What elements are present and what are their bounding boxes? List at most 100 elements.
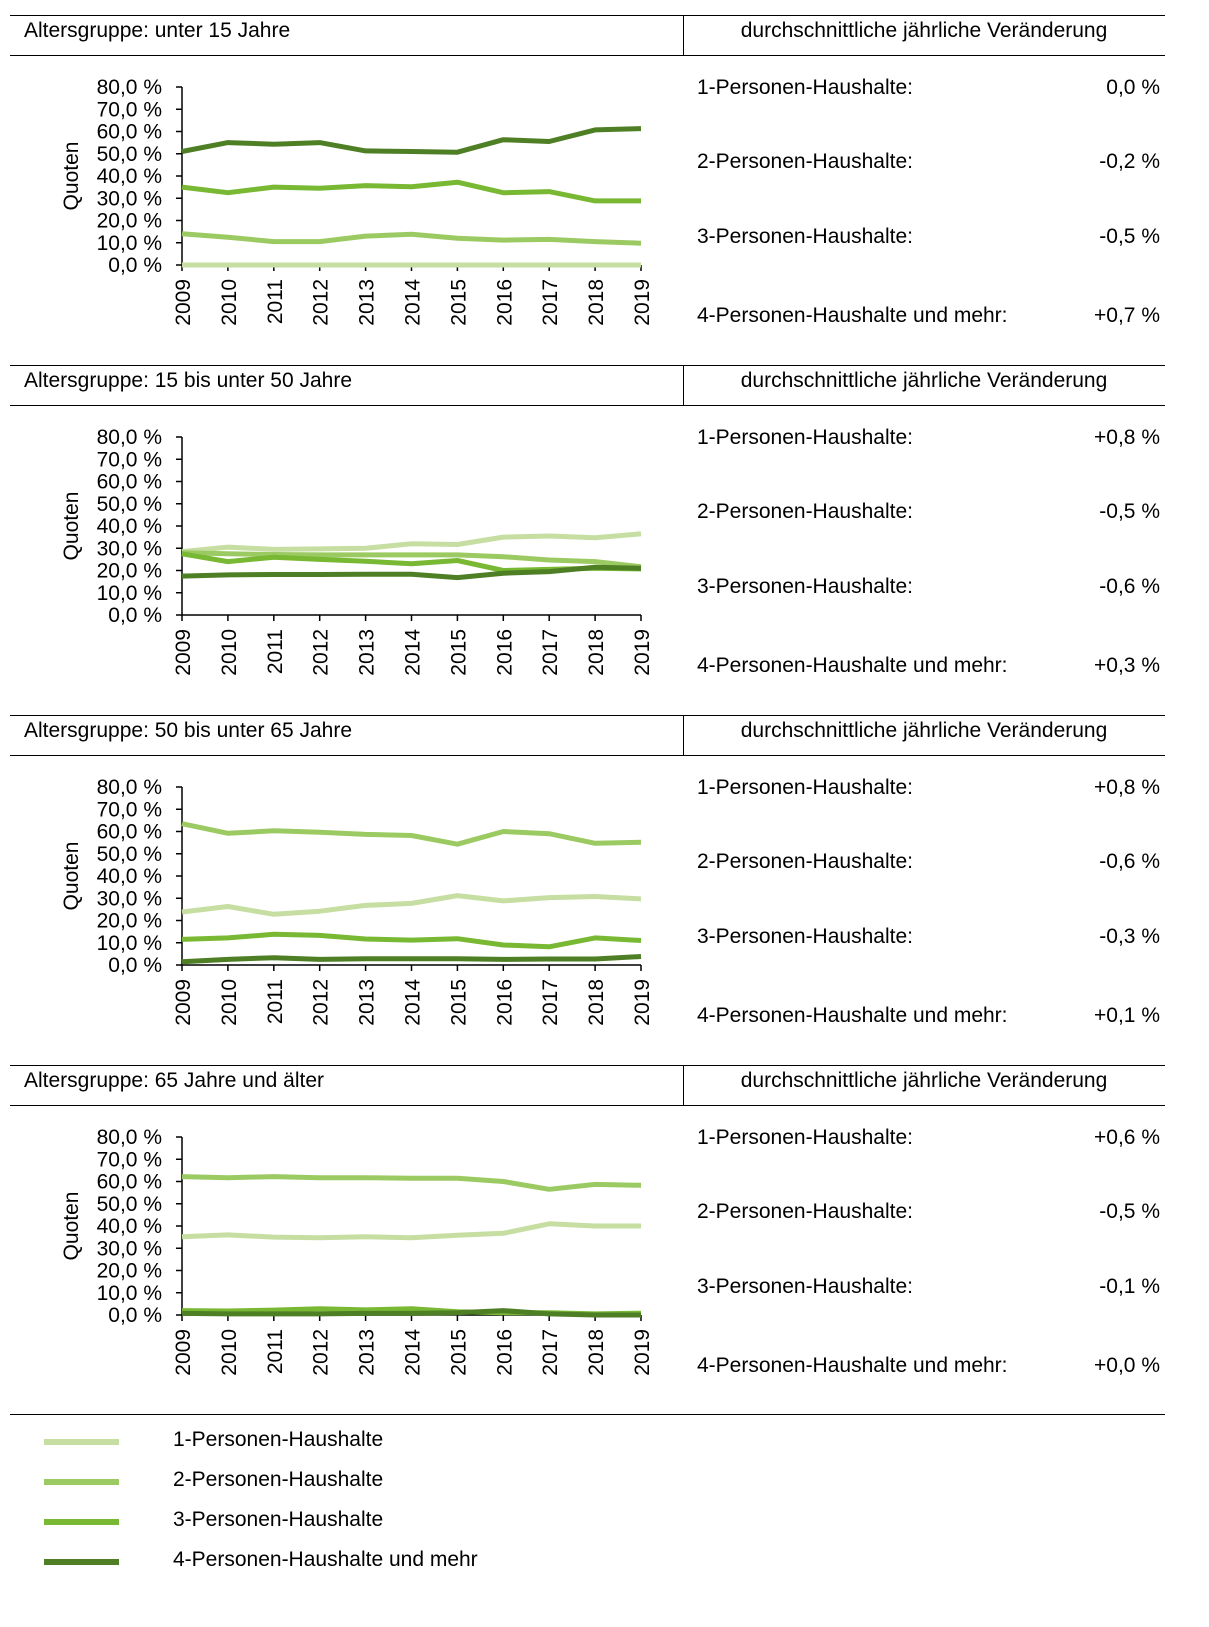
- y-tick-label: 20,0 %: [97, 1260, 162, 1283]
- panel-header-rule-bottom: [10, 55, 1165, 56]
- x-tick-label: 2013: [356, 979, 379, 1026]
- panel-title: Altersgruppe: 50 bis unter 65 Jahre: [24, 719, 353, 742]
- change-value: -0,5 %: [1099, 500, 1160, 523]
- y-tick-label: 50,0 %: [97, 143, 162, 166]
- change-label: 4-Personen-Haushalte und mehr:: [697, 304, 1008, 327]
- x-tick-label: 2011: [264, 979, 287, 1024]
- panel-header-rule-bottom: [10, 755, 1165, 756]
- series-line-1: [181, 1221, 641, 1241]
- change-value: -0,5 %: [1099, 1200, 1160, 1223]
- change-label: 3-Personen-Haushalte:: [697, 225, 913, 248]
- change-value: 0,0 %: [1106, 76, 1160, 99]
- x-tick-label: 2014: [402, 979, 425, 1026]
- change-value: -0,6 %: [1099, 575, 1160, 598]
- legend-label: 3-Personen-Haushalte: [173, 1508, 384, 1531]
- y-tick-label: 10,0 %: [97, 1282, 162, 1305]
- legend-swatch: [44, 1479, 119, 1485]
- x-tick-label: 2011: [264, 629, 287, 674]
- x-tick-label: 2014: [402, 279, 425, 326]
- x-tick-label: 2016: [493, 979, 516, 1026]
- change-value: -0,5 %: [1099, 225, 1160, 248]
- x-tick-label: 2010: [218, 979, 241, 1026]
- panel-header-rule-top: [10, 15, 1165, 16]
- series-line-3: [181, 179, 641, 204]
- x-tick-label: 2018: [585, 629, 608, 676]
- x-tick-label: 2019: [631, 979, 654, 1026]
- y-tick-label: 70,0 %: [97, 448, 162, 471]
- y-tick-label: 60,0 %: [97, 471, 162, 494]
- y-tick-label: 60,0 %: [97, 1171, 162, 1194]
- change-label: 3-Personen-Haushalte:: [697, 925, 913, 948]
- x-tick-label: 2012: [310, 629, 333, 676]
- y-tick-label: 80,0 %: [97, 1126, 162, 1149]
- panel-title: Altersgruppe: unter 15 Jahre: [24, 19, 291, 42]
- series-line-4: [181, 564, 642, 581]
- x-tick-label: 2009: [172, 629, 195, 676]
- series-line-3: [181, 931, 642, 950]
- y-tick-label: 30,0 %: [97, 187, 162, 210]
- y-tick-label: 0,0 %: [108, 954, 162, 977]
- x-tick-label: 2015: [447, 1329, 470, 1376]
- change-label: 1-Personen-Haushalte:: [697, 426, 913, 449]
- y-tick-label: 10,0 %: [97, 932, 162, 955]
- change-value: -0,2 %: [1099, 150, 1160, 173]
- change-value: +0,8 %: [1094, 776, 1160, 799]
- change-label: 2-Personen-Haushalte:: [697, 150, 913, 173]
- x-tick-label: 2015: [447, 629, 470, 676]
- y-tick-label: 30,0 %: [97, 537, 162, 560]
- change-label: 4-Personen-Haushalte und mehr:: [697, 1004, 1008, 1027]
- panel-title: Altersgruppe: 65 Jahre und älter: [24, 1069, 325, 1092]
- y-axis-title: Quoten: [60, 492, 83, 561]
- legend-rule: [10, 1414, 1165, 1415]
- legend-label: 1-Personen-Haushalte: [173, 1428, 384, 1451]
- line-chart: 0,0 %10,0 %20,0 %30,0 %40,0 %50,0 %60,0 …: [60, 1126, 654, 1376]
- change-label: 4-Personen-Haushalte und mehr:: [697, 654, 1008, 677]
- column-header-change: durchschnittliche jährliche Veränderung: [740, 719, 1108, 742]
- panel-title: Altersgruppe: 15 bis unter 50 Jahre: [24, 369, 353, 392]
- y-tick-label: 30,0 %: [97, 887, 162, 910]
- y-tick-label: 50,0 %: [97, 493, 162, 516]
- y-tick-label: 40,0 %: [97, 1215, 162, 1238]
- column-header-change: durchschnittliche jährliche Veränderung: [740, 369, 1108, 392]
- change-label: 2-Personen-Haushalte:: [697, 500, 913, 523]
- x-tick-label: 2016: [493, 1329, 516, 1376]
- change-value: +0,1 %: [1094, 1004, 1160, 1027]
- x-tick-label: 2012: [310, 1329, 333, 1376]
- panel-header-divider: [683, 1065, 684, 1105]
- series-line-2: [181, 1174, 642, 1192]
- x-tick-label: 2014: [402, 1329, 425, 1376]
- panel-header-rule-top: [10, 715, 1165, 716]
- x-tick-label: 2016: [493, 629, 516, 676]
- x-tick-label: 2015: [447, 979, 470, 1026]
- x-tick-label: 2010: [218, 279, 241, 326]
- x-tick-label: 2014: [402, 629, 425, 676]
- y-tick-label: 40,0 %: [97, 165, 162, 188]
- y-tick-label: 20,0 %: [97, 560, 162, 583]
- y-tick-label: 0,0 %: [108, 254, 162, 277]
- y-tick-label: 0,0 %: [108, 604, 162, 627]
- y-tick-label: 80,0 %: [97, 76, 162, 99]
- x-tick-label: 2010: [218, 1329, 241, 1376]
- line-chart: 0,0 %10,0 %20,0 %30,0 %40,0 %50,0 %60,0 …: [60, 426, 654, 676]
- y-tick-label: 70,0 %: [97, 1148, 162, 1171]
- x-tick-label: 2019: [631, 279, 654, 326]
- x-tick-label: 2018: [585, 979, 608, 1026]
- change-label: 2-Personen-Haushalte:: [697, 1200, 913, 1223]
- y-tick-label: 70,0 %: [97, 798, 162, 821]
- change-value: -0,3 %: [1099, 925, 1160, 948]
- change-value: +0,8 %: [1094, 426, 1160, 449]
- x-tick-label: 2011: [264, 1329, 287, 1374]
- panel-header-divider: [683, 365, 684, 405]
- x-tick-label: 2018: [585, 279, 608, 326]
- y-tick-label: 40,0 %: [97, 865, 162, 888]
- legend-label: 4-Personen-Haushalte und mehr: [173, 1548, 478, 1571]
- x-tick-label: 2013: [356, 1329, 379, 1376]
- x-tick-label: 2019: [631, 629, 654, 676]
- legend-label: 2-Personen-Haushalte: [173, 1468, 384, 1491]
- series-line-4: [181, 1308, 641, 1318]
- x-tick-label: 2009: [172, 1329, 195, 1376]
- x-tick-label: 2017: [539, 1329, 562, 1376]
- y-tick-label: 10,0 %: [97, 582, 162, 605]
- y-tick-label: 40,0 %: [97, 515, 162, 538]
- y-axis-title: Quoten: [60, 142, 83, 211]
